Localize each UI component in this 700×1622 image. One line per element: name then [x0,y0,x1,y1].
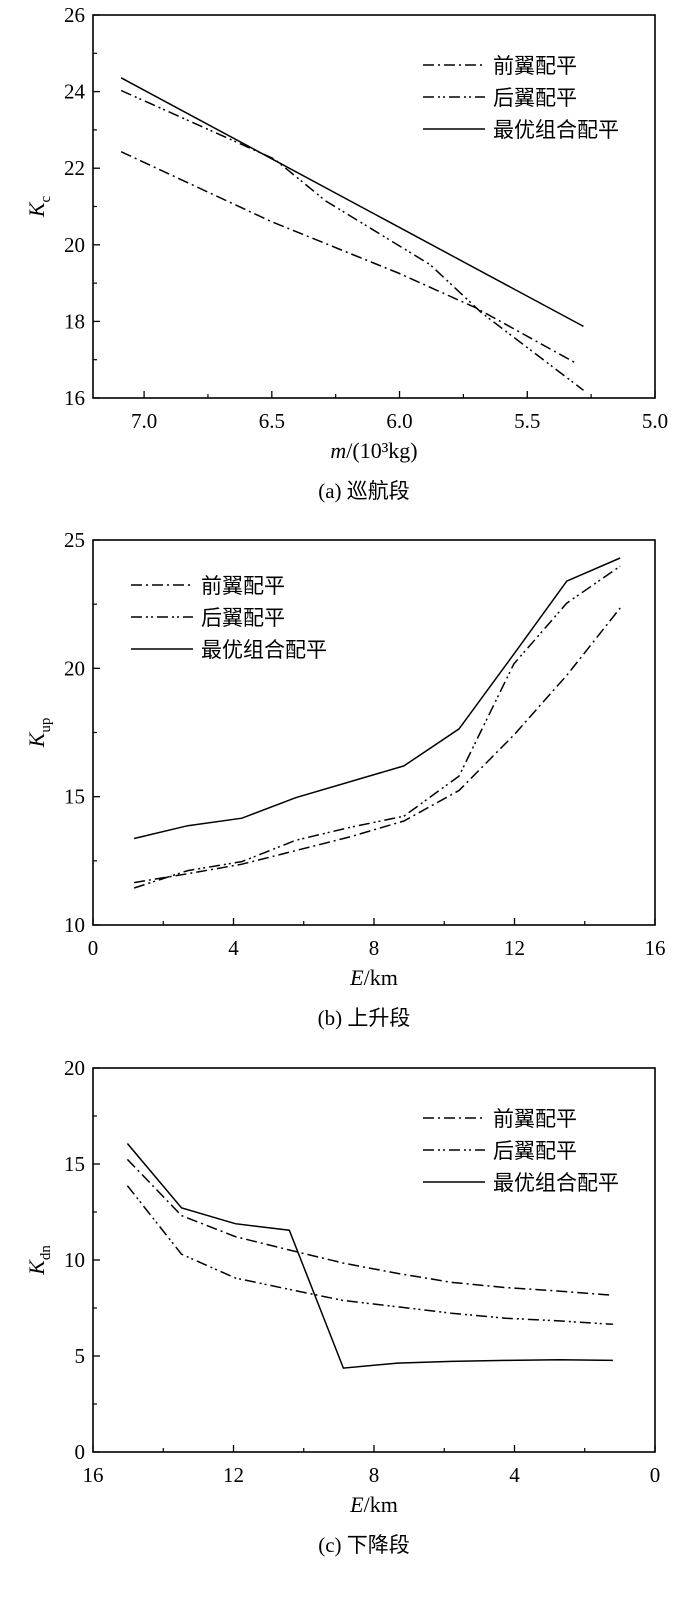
legend-label-2: 最优组合配平 [493,118,619,142]
y-axis-label-main: K [24,201,49,218]
panel-caption: (c) 下降段 [318,1533,410,1557]
x-tick-label: 6.0 [386,409,412,433]
y-tick-label: 24 [64,80,86,104]
y-axis-label: Kdn [24,1245,54,1276]
y-tick-label: 20 [64,656,85,680]
series-line-0 [126,1158,613,1297]
x-tick-label: 8 [369,1463,380,1487]
y-tick-label: 18 [64,309,85,333]
x-tick-label: 5.5 [514,409,540,433]
y-tick-label: 10 [64,1248,85,1272]
y-axis-label-sub: up [38,718,54,733]
series-line-0 [120,151,577,364]
chart-panel-2: 16 12 8 4 0 0 5 10 15 20 E/km Kdn (c) 下降段 前翼配平后翼配平最优组… [24,1056,660,1557]
y-axis-label-sub: c [38,195,54,202]
x-axis-label: m/(10³kg) [330,438,417,463]
x-axis-label-var: E [349,965,364,990]
legend-label-1: 后翼配平 [493,86,577,110]
x-axis-label-unit: /km [364,1492,398,1517]
series-line-0 [133,607,621,884]
panel-caption: (a) 巡航段 [318,479,410,503]
series-line-1 [126,1185,613,1326]
x-axis-label: E/km [349,1492,398,1517]
x-axis-label-unit: /(10³kg) [346,438,417,463]
legend-label-2: 最优组合配平 [201,638,327,662]
y-tick-label: 20 [64,233,85,257]
chart-panel-0: 7.0 6.5 6.0 5.5 5.0 16 18 20 22 24 26 m/(10³kg) Kc (a… [24,3,668,503]
chart-panel-1: 0 4 8 12 16 10 15 20 25 E/km Kup (b) 上升段 前翼配平后翼配平最优组… [24,528,666,1030]
y-axis-label-sub: dn [38,1245,54,1261]
series-line-1 [120,89,584,391]
legend-label-1: 后翼配平 [493,1139,577,1163]
plot-frame [92,539,656,926]
y-axis-label-main: K [24,731,49,748]
y-tick-label: 16 [64,386,85,410]
y-tick-label: 22 [64,156,85,180]
x-tick-label: 4 [509,1463,520,1487]
x-axis-label-var: E [349,1492,364,1517]
y-tick-label: 0 [75,1440,86,1464]
x-tick-label: 4 [228,936,239,960]
x-tick-label: 12 [504,936,525,960]
y-tick-label: 20 [64,1056,85,1080]
series-line-1 [133,565,621,889]
x-tick-label: 0 [88,936,99,960]
x-tick-label: 5.0 [642,409,668,433]
x-tick-label: 16 [83,1463,104,1487]
y-tick-label: 15 [64,1152,85,1176]
y-tick-label: 26 [64,3,85,27]
legend-label-0: 前翼配平 [493,54,577,78]
legend-label-0: 前翼配平 [201,574,285,598]
x-axis-label: E/km [349,965,398,990]
x-tick-label: 16 [645,936,666,960]
x-tick-label: 12 [223,1463,244,1487]
legend-label-2: 最优组合配平 [493,1171,619,1195]
x-axis-label-var: m [330,438,346,463]
y-axis-label: Kc [24,195,54,218]
y-tick-label: 5 [75,1344,86,1368]
series-line-2 [120,77,584,328]
legend-label-1: 后翼配平 [201,606,285,630]
x-tick-label: 7.0 [131,409,157,433]
x-axis-label-unit: /km [364,965,398,990]
series-line-2 [126,1143,613,1369]
y-axis-label: Kup [24,718,54,749]
y-tick-label: 10 [64,913,85,937]
y-tick-label: 15 [64,785,85,809]
series-line-2 [133,557,621,840]
panel-caption: (b) 上升段 [318,1006,411,1030]
legend-label-0: 前翼配平 [493,1107,577,1131]
y-axis-label-main: K [24,1259,49,1276]
x-tick-label: 6.5 [259,409,285,433]
y-tick-label: 25 [64,528,85,552]
x-tick-label: 8 [369,936,380,960]
x-tick-label: 0 [650,1463,661,1487]
